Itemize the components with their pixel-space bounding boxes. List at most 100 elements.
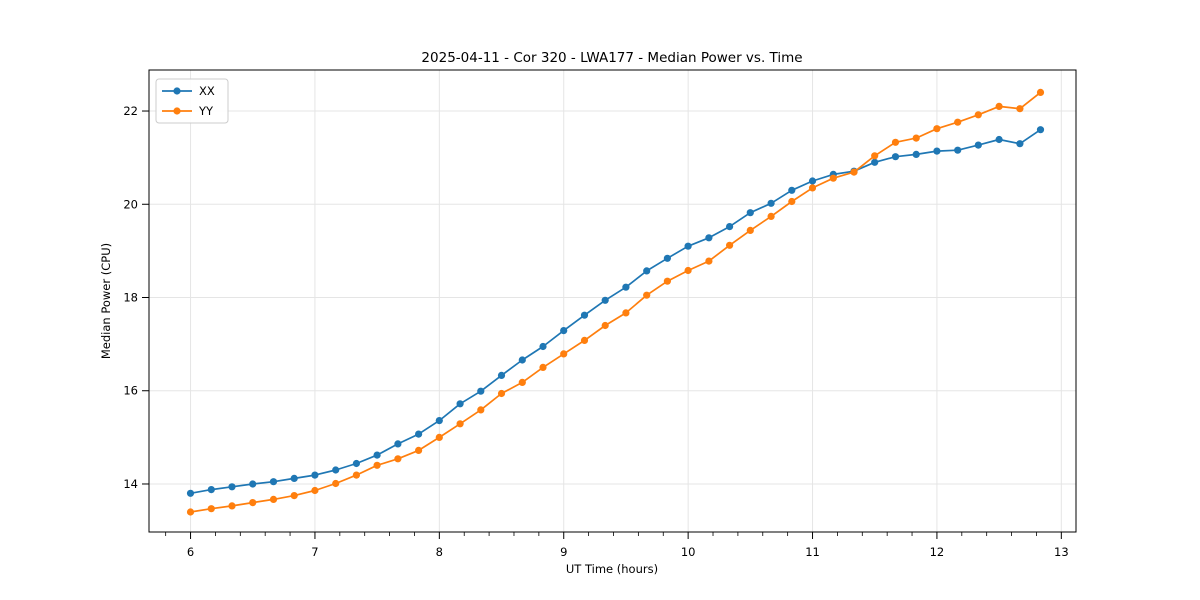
series-xx-marker — [580, 311, 589, 319]
series-xx-marker — [311, 471, 319, 479]
series-yy-marker — [622, 309, 630, 317]
series-xx-marker — [767, 199, 775, 207]
series-yy-marker — [767, 212, 775, 220]
x-axis-label: UT Time (hours) — [566, 562, 658, 576]
series-xx-marker — [539, 342, 547, 351]
series-xx-marker — [643, 267, 651, 275]
series-yy-marker — [663, 277, 672, 285]
series-yy-marker — [186, 508, 195, 516]
series-xx-marker — [560, 327, 568, 335]
series-xx-marker — [207, 486, 215, 494]
series-xx-marker — [477, 387, 485, 395]
series-yy-marker — [332, 479, 340, 488]
chart-title: 2025-04-11 - Cor 320 - LWA177 - Median P… — [421, 50, 802, 66]
series-xx-marker — [726, 223, 734, 231]
series-xx-marker — [933, 147, 941, 155]
series-xx-line — [190, 128, 1041, 495]
series-yy-marker — [249, 499, 257, 507]
series-yy-marker — [1016, 105, 1024, 113]
y-tick-label: 20 — [123, 197, 138, 211]
y-tick-label: 22 — [123, 104, 138, 118]
series-xx-marker — [891, 153, 900, 161]
series-yy-marker — [269, 495, 278, 503]
series-yy-marker — [829, 174, 837, 182]
series-yy-marker — [560, 350, 568, 358]
series-yy-marker — [497, 389, 506, 398]
series-yy-marker — [394, 455, 402, 463]
series-yy-marker — [435, 433, 443, 441]
series-xx-marker — [497, 371, 506, 379]
y-tick-label: 14 — [123, 477, 138, 491]
y-axis-label: Median Power (CPU) — [99, 243, 113, 359]
series-xx-marker — [871, 158, 879, 166]
legend-label-xx: XX — [199, 84, 215, 98]
x-tick-label: 13 — [1054, 545, 1069, 559]
series-xx-marker — [373, 451, 381, 459]
legend-entry-yy: YY — [162, 104, 214, 118]
x-tick-label: 8 — [436, 545, 443, 559]
series-xx-marker — [332, 466, 340, 474]
series-xx-marker — [954, 146, 962, 154]
series-yy-marker — [311, 486, 319, 495]
series-xx-marker — [788, 186, 796, 194]
series-xx-marker — [601, 296, 609, 304]
legend: XX YY — [155, 78, 229, 124]
series-xx-marker — [663, 254, 672, 262]
legend-label-yy: YY — [198, 104, 214, 118]
series-yy-marker — [933, 125, 941, 133]
x-tick-label: 6 — [187, 545, 194, 559]
series-xx-marker — [435, 417, 443, 425]
series-yy-marker — [1036, 88, 1045, 96]
series-xx-marker — [622, 283, 630, 291]
series-yy-marker — [373, 461, 381, 469]
series-xx-marker — [186, 489, 195, 497]
series-yy-marker — [290, 492, 298, 500]
series-xx-marker — [974, 141, 982, 149]
series-xx-marker — [995, 135, 1003, 144]
series-yy-marker — [518, 378, 526, 386]
series-xx — [186, 126, 1045, 497]
x-tick-label: 9 — [560, 545, 567, 559]
x-tick-label: 12 — [930, 545, 945, 559]
series-yy-marker — [850, 168, 858, 176]
series-xx-marker — [808, 177, 817, 185]
series-xx-marker — [684, 242, 692, 250]
series-xx-marker — [705, 234, 713, 242]
series-yy-marker — [974, 111, 982, 119]
legend-marker-yy — [173, 107, 181, 115]
series-yy-marker — [746, 226, 754, 234]
series-yy-marker — [726, 241, 734, 249]
series-xx-marker — [352, 459, 360, 468]
series-yy-marker — [705, 257, 713, 265]
series-yy-marker — [954, 118, 962, 126]
legend-marker-xx — [173, 87, 181, 95]
x-tick-label: 11 — [805, 545, 820, 559]
legend-entry-xx: XX — [162, 84, 215, 98]
series-yy-marker — [871, 152, 879, 160]
series-xx-marker — [912, 150, 920, 158]
series-yy-marker — [891, 138, 900, 146]
series-yy-marker — [207, 505, 215, 513]
series-xx-marker — [456, 400, 464, 408]
series-xx-marker — [249, 480, 257, 488]
series-yy-marker — [477, 406, 485, 414]
series-yy-marker — [808, 184, 817, 192]
series-xx-marker — [746, 209, 754, 217]
series-yy-marker — [580, 336, 589, 344]
plot-area-frame — [148, 69, 1077, 533]
x-tick-label: 10 — [681, 545, 696, 559]
series-xx-marker — [518, 356, 526, 364]
series-xx-marker — [290, 474, 298, 482]
series-xx-marker — [394, 440, 402, 448]
data-series — [186, 88, 1045, 516]
series-xx-marker — [269, 478, 278, 486]
series-yy-marker — [539, 363, 547, 371]
x-tick-label: 7 — [311, 545, 318, 559]
series-xx-marker — [228, 483, 236, 491]
series-yy-marker — [912, 134, 920, 142]
y-tick-label: 18 — [123, 291, 138, 305]
series-yy-marker — [352, 471, 360, 479]
series-yy-marker — [456, 420, 464, 428]
